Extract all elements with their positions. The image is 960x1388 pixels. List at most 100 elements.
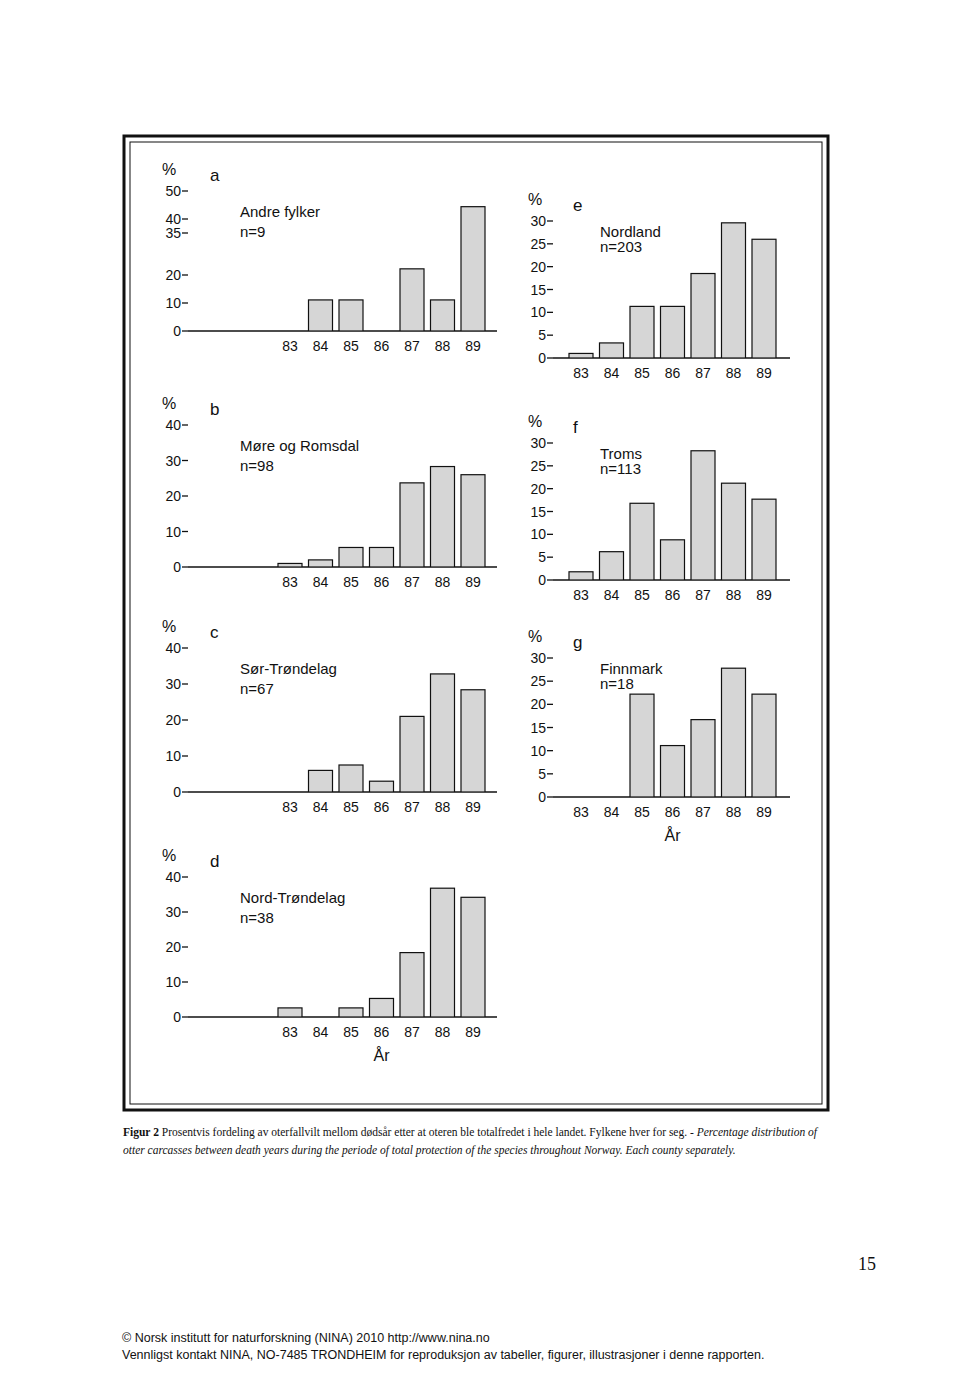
y-tick-label: 30 [165, 676, 181, 692]
bar [569, 796, 593, 797]
y-tick [547, 220, 553, 221]
y-tick-label: 20 [530, 696, 546, 712]
frame-inner [130, 142, 822, 1104]
x-tick-label: 87 [404, 799, 420, 815]
x-tick-label: 89 [465, 1024, 481, 1040]
bars [278, 888, 485, 1017]
panel-letter: d [210, 852, 219, 871]
y-tick [182, 981, 188, 982]
y-tick-label: 10 [165, 974, 181, 990]
y-tick [547, 266, 553, 267]
y-tick-label: 0 [538, 572, 546, 588]
x-tick-label: 86 [665, 587, 681, 603]
footer-line: Vennligst kontakt NINA, NO-7485 TRONDHEI… [122, 1348, 764, 1362]
bar [569, 572, 593, 580]
bar [339, 300, 363, 331]
bars [309, 674, 486, 792]
x-tick-label: 87 [404, 338, 420, 354]
y-tick-label: 10 [165, 748, 181, 764]
bar [431, 888, 455, 1017]
x-tick-label: 84 [313, 1024, 329, 1040]
bar [752, 694, 776, 797]
bar [370, 998, 394, 1017]
y-tick-label: 20 [165, 267, 181, 283]
bar [370, 547, 394, 567]
panel-letter: f [573, 418, 578, 437]
y-tick [547, 534, 553, 535]
x-tick-label: 84 [313, 799, 329, 815]
bar [461, 690, 485, 792]
y-tick [547, 750, 553, 751]
y-tick-label: 20 [165, 488, 181, 504]
y-tick-label: 0 [173, 1009, 181, 1025]
y-tick-label: 30 [165, 453, 181, 469]
chart-subtitle: n=18 [600, 675, 634, 692]
y-tick-label: 10 [165, 524, 181, 540]
page-number: 15 [858, 1254, 876, 1275]
bar [309, 770, 333, 792]
bars [630, 668, 776, 797]
bar [400, 716, 424, 792]
x-tick-label: 85 [343, 338, 359, 354]
y-tick-label: 0 [538, 350, 546, 366]
x-tick-label: 89 [465, 338, 481, 354]
chart-subtitle: n=9 [240, 223, 265, 240]
chart-subtitle: n=98 [240, 457, 274, 474]
y-tick [547, 681, 553, 682]
y-tick [182, 719, 188, 720]
x-tick-label: 86 [665, 804, 681, 820]
x-tick-label: 88 [726, 587, 742, 603]
bar [278, 1008, 302, 1017]
panel-letter: b [210, 400, 219, 419]
y-tick-label: 30 [530, 650, 546, 666]
panel-b: %bMøre og Romsdaln=980102030408384858687… [162, 395, 497, 590]
y-tick-label: 5 [538, 549, 546, 565]
bar [661, 306, 685, 358]
y-tick [547, 465, 553, 466]
bar [630, 306, 654, 358]
y-tick [182, 274, 188, 275]
y-tick [547, 657, 553, 658]
x-tick-label: 85 [343, 799, 359, 815]
x-tick-label: 84 [313, 574, 329, 590]
x-tick-label: 89 [465, 799, 481, 815]
y-tick [182, 330, 188, 331]
y-tick-label: 0 [173, 559, 181, 575]
x-tick-label: 84 [604, 804, 620, 820]
x-tick-label: 86 [374, 574, 390, 590]
y-tick [182, 647, 188, 648]
x-tick-label: 86 [665, 365, 681, 381]
bar [722, 483, 746, 580]
panel-letter: c [210, 623, 219, 642]
x-tick-label: 85 [343, 1024, 359, 1040]
y-tick [547, 243, 553, 244]
y-tick [182, 946, 188, 947]
y-tick [182, 218, 188, 219]
chart-subtitle: n=113 [600, 460, 641, 477]
chart-title: Sør-Trøndelag [240, 660, 337, 677]
x-tick-label: 88 [435, 574, 451, 590]
y-label: % [528, 413, 542, 430]
y-tick [547, 579, 553, 580]
x-tick-label: 86 [374, 1024, 390, 1040]
bar [370, 781, 394, 792]
y-tick-label: 50 [165, 183, 181, 199]
x-tick-label: 88 [435, 1024, 451, 1040]
bar [752, 499, 776, 580]
y-tick [547, 773, 553, 774]
x-label: År [374, 1046, 391, 1064]
x-tick-label: 84 [604, 365, 620, 381]
x-tick-label: 83 [282, 338, 298, 354]
x-tick-label: 85 [634, 804, 650, 820]
caption-label: Figur 2 [123, 1126, 159, 1138]
bar [691, 451, 715, 580]
y-tick-label: 15 [530, 282, 546, 298]
x-tick-label: 87 [695, 365, 711, 381]
bar [431, 467, 455, 567]
panel-f: %fTromsn=11305101520253083848586878889 [528, 413, 790, 603]
chart-subtitle: n=38 [240, 909, 274, 926]
y-tick [547, 511, 553, 512]
x-tick-label: 84 [604, 587, 620, 603]
bar [722, 668, 746, 797]
bars [569, 223, 776, 358]
